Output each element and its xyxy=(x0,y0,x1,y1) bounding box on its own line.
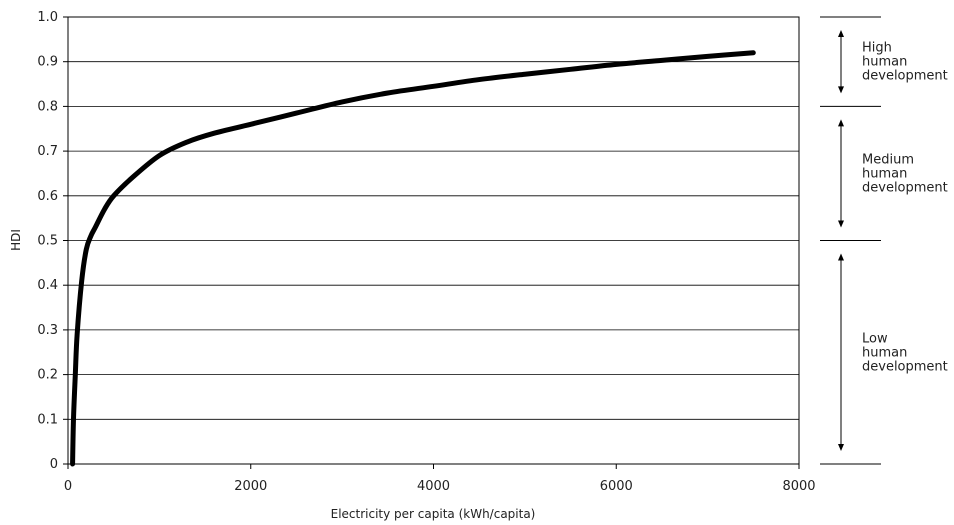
series-line-0 xyxy=(70,50,756,467)
y-tick-label: 0.9 xyxy=(37,55,58,70)
y-tick-label: 1.0 xyxy=(37,10,58,25)
band-arrow-down xyxy=(838,86,844,94)
band-arrow-down xyxy=(838,220,844,228)
x-tick-label: 4000 xyxy=(417,479,450,494)
band-arrow-up xyxy=(838,30,844,37)
band-arrow-down xyxy=(838,444,844,451)
y-tick-label: 0.4 xyxy=(37,278,58,293)
band-label: High human development xyxy=(862,41,948,84)
band-label: Low human development xyxy=(862,331,948,374)
x-axis-title: Electricity per capita (kWh/capita) xyxy=(331,507,536,521)
y-tick-label: 0.7 xyxy=(37,144,58,159)
y-tick-label: 0.1 xyxy=(37,412,58,427)
band-arrow-up xyxy=(838,253,844,261)
grid-lines xyxy=(68,61,799,420)
y-tick-label: 0.5 xyxy=(37,234,58,249)
band-arrow-up xyxy=(838,119,844,127)
x-tick-label: 8000 xyxy=(782,479,815,494)
y-axis-title: HDI xyxy=(9,229,23,251)
band-label: Medium human development xyxy=(862,152,948,195)
y-tick-label: 0 xyxy=(50,457,58,472)
x-tick-label: 2000 xyxy=(234,479,267,494)
x-tick-label: 6000 xyxy=(600,479,633,494)
y-tick-label: 0.3 xyxy=(37,323,58,338)
x-tick-label: 0 xyxy=(64,479,72,494)
y-tick-label: 0.8 xyxy=(37,99,58,114)
band-annotation: High human development xyxy=(838,30,948,94)
band-annotation: Low human development xyxy=(838,253,948,451)
band-annotation: Medium human development xyxy=(838,119,948,228)
series-layer xyxy=(70,50,756,467)
y-tick-label: 0.2 xyxy=(37,368,58,383)
tick-labels: 0 0.1 0.2 0.3 0.4 0.5 0.6 0.7 0.8 0.9 1.0 0 2000 4000… xyxy=(37,10,815,494)
y-tick-label: 0.6 xyxy=(37,189,58,204)
development-bands: High human development Medium human developme… xyxy=(820,16,948,465)
